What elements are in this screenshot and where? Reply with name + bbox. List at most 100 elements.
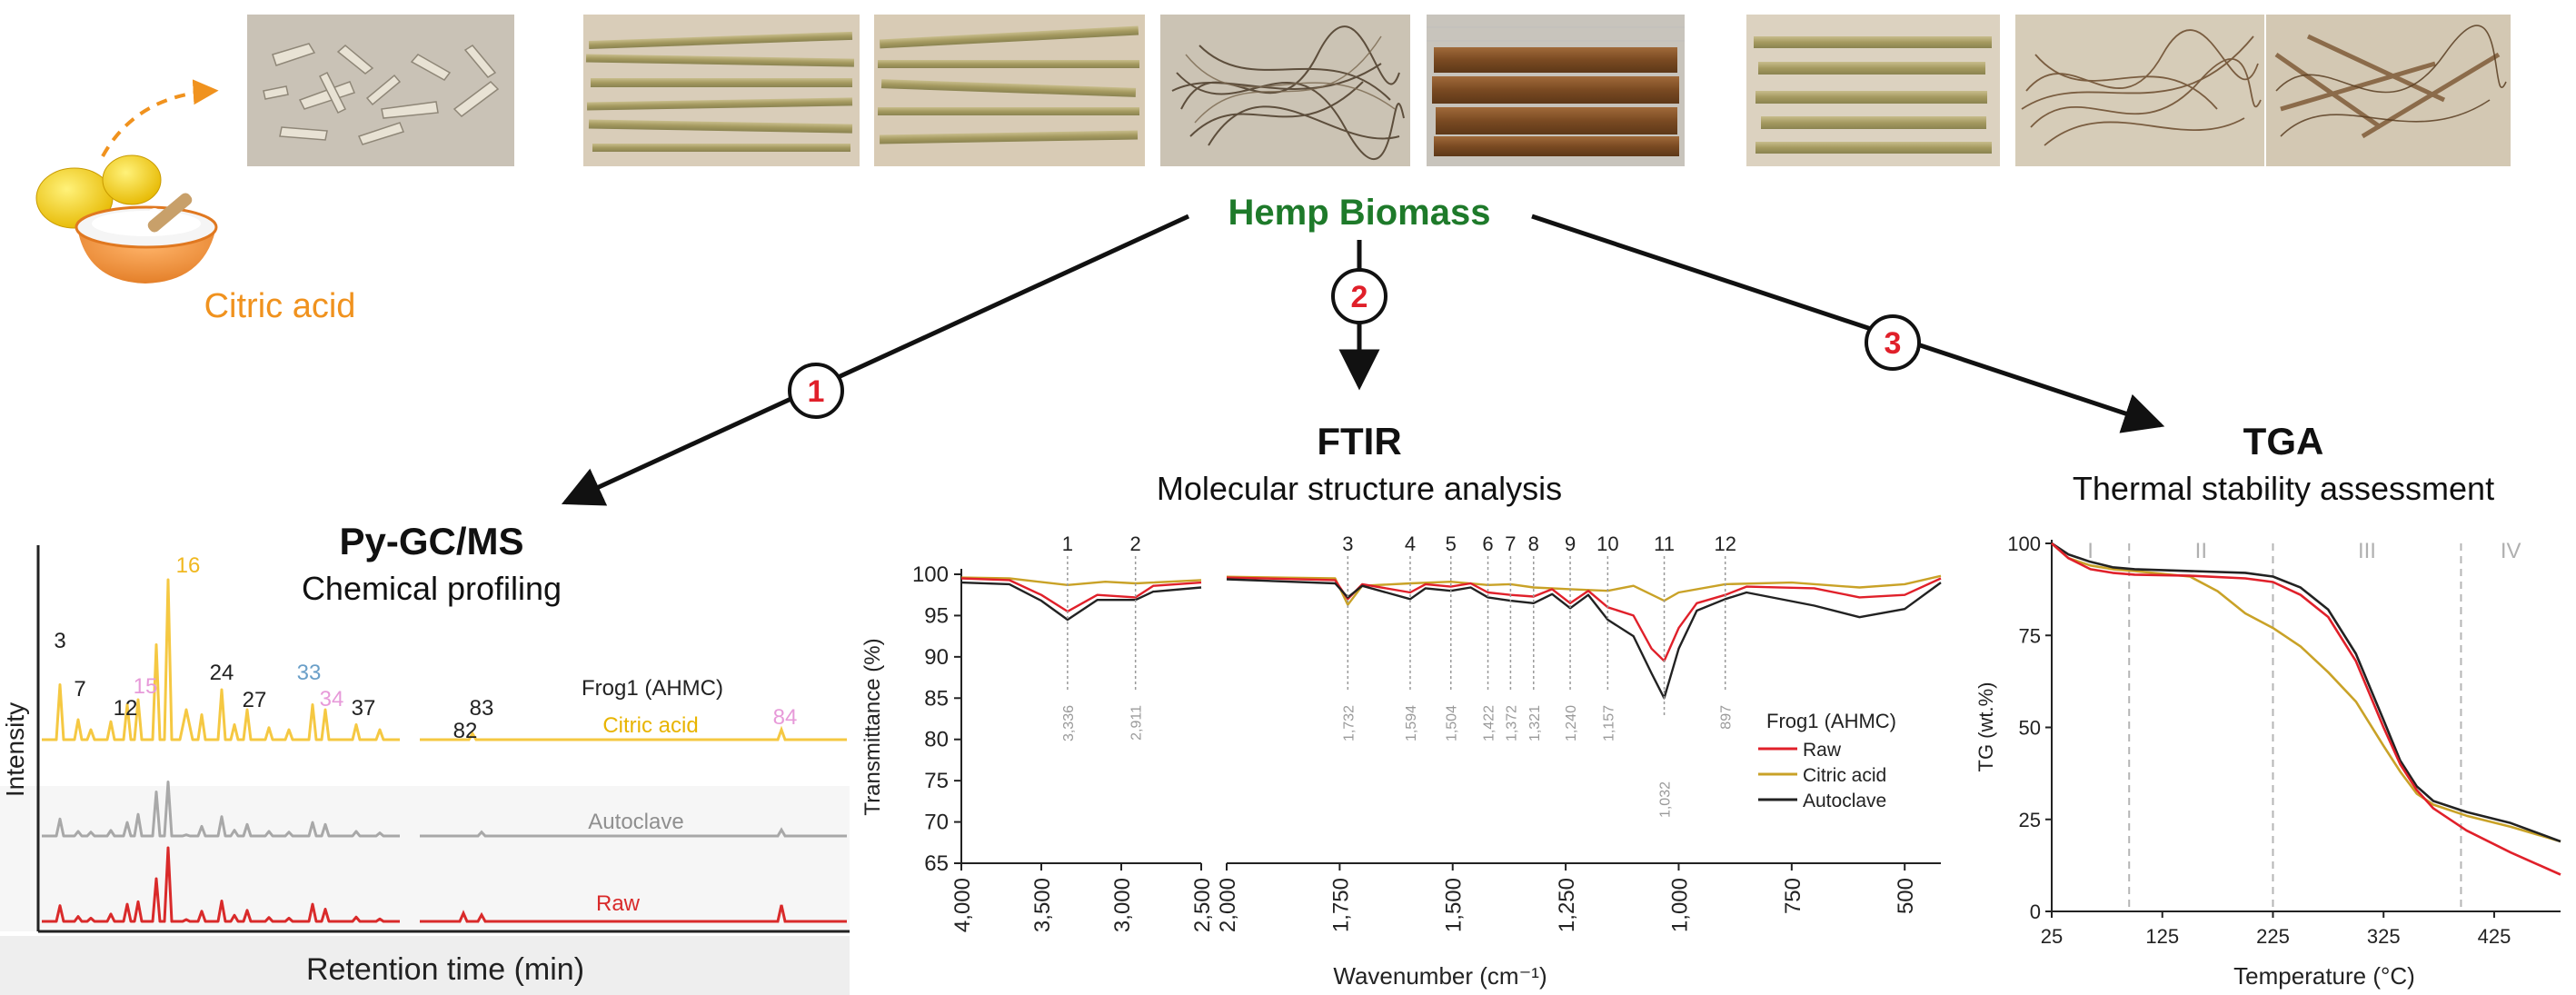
pygcms-peak-label: 7 [74, 677, 85, 701]
ftir-y-tick-label: 95 [924, 603, 949, 628]
pygcms-title: Py-GC/MS [339, 520, 523, 562]
tga-series-line-autoclave [2051, 542, 2561, 843]
photo-hemp-stalks-2 [874, 15, 1145, 166]
photo-hemp-split-stalks [1427, 15, 1685, 166]
ftir-legend-citric: Citric acid [1803, 765, 1886, 786]
ftir-band-number: 5 [1446, 532, 1457, 555]
ftir-y-tick-label: 80 [924, 728, 949, 752]
ftir-y-tick-label: 70 [924, 811, 949, 835]
pygcms-trace-raw [42, 846, 400, 923]
lemons-and-citric-acid-bowl-icon [35, 154, 218, 284]
step-number-1: 1 [808, 374, 825, 409]
ftir-x-tick-label: 1,750 [1328, 878, 1353, 932]
ftir-subtitle: Molecular structure analysis [1157, 470, 1562, 507]
pygcms-peak-label: 12 [114, 696, 138, 721]
pygcms-legend-title: Frog1 (AHMC) [582, 676, 723, 701]
photo-hemp-chips [247, 15, 514, 166]
step-number-3: 3 [1885, 326, 1902, 361]
tga-region-label: III [2358, 539, 2376, 563]
ftir-band-number: 7 [1505, 532, 1516, 555]
pygcms-trace-label-raw: Raw [596, 891, 641, 916]
tga-region-label: IV [2501, 539, 2521, 563]
step-circle-1: 1 [788, 363, 844, 419]
tga-x-tick-label: 425 [2478, 925, 2511, 948]
ftir-band-number: 6 [1482, 532, 1493, 555]
ftir-y-tick-label: 65 [924, 851, 949, 876]
photo-hemp-fiber-mixed [2266, 15, 2511, 166]
ftir-band-label: 897 [1719, 705, 1735, 730]
ftir-band-number: 1 [1062, 532, 1073, 555]
tga-region-label: II [2195, 539, 2207, 563]
ftir-band-label: 1,321 [1527, 705, 1543, 741]
ftir-band-number: 3 [1342, 532, 1353, 555]
step-circle-3: 3 [1865, 314, 1921, 371]
tga-x-tick-label: 25 [2041, 925, 2063, 948]
pygcms-peak-label: 37 [352, 696, 376, 721]
ftir-band-label: 1,032 [1658, 781, 1674, 818]
ftir-series-line-raw [1226, 576, 1942, 662]
ftir-x-tick-label: 1,250 [1555, 878, 1579, 932]
ftir-band-label: 2,911 [1129, 705, 1145, 741]
pygcms-peak-label: 27 [243, 688, 267, 712]
ftir-title: FTIR [1317, 420, 1401, 463]
hemp-biomass-title: Hemp Biomass [1228, 193, 1491, 233]
ftir-band-number: 11 [1654, 532, 1675, 555]
pygcms-trace-tail-raw [420, 904, 847, 923]
ftir-band-number: 9 [1565, 532, 1576, 555]
tga-y-tick-label: 100 [2007, 532, 2041, 555]
ftir-x-tick-label: 500 [1894, 878, 1918, 914]
tga-x-tick-label: 125 [2145, 925, 2179, 948]
ftir-y-label: Transmittance (%) [860, 638, 885, 815]
pygcms-peak-label: 15 [134, 674, 158, 699]
pygcms-peak-label: 3 [54, 629, 65, 653]
ftir-band-label: 1,732 [1341, 705, 1357, 741]
pygcms-peak-label: 33 [297, 661, 322, 685]
tga-y-label: TG (wt.%) [1974, 682, 1997, 772]
ftir-band-label: 1,504 [1445, 705, 1460, 741]
pygcms-x-label: Retention time (min) [306, 952, 584, 987]
tga-region-label: I [2087, 539, 2094, 563]
ftir-y-tick-label: 90 [924, 645, 949, 670]
ftir-series-line-citric-acid [960, 576, 1202, 586]
ftir-band-number: 8 [1528, 532, 1539, 555]
ftir-x-tick-label: 1,000 [1667, 878, 1692, 932]
pygcms-trace-citric-acid [42, 578, 400, 741]
tga-x-label: Temperature (°C) [2233, 962, 2415, 990]
ftir-band-number: 12 [1714, 532, 1736, 555]
pygcms-peak-label: 82 [453, 719, 478, 743]
ftir-series-line-autoclave [1226, 578, 1942, 700]
ftir-y-tick-label: 85 [924, 686, 949, 711]
ftir-legend: Frog1 (AHMC) Raw Citric acid Autoclave [1758, 710, 1896, 811]
tga-y-tick-label: 25 [2019, 809, 2041, 831]
pygcms-subtitle: Chemical profiling [302, 570, 562, 607]
pygcms-peak-label: 84 [773, 705, 798, 730]
tga-y-tick-label: 0 [2030, 900, 2041, 923]
ftir-band-number: 2 [1130, 532, 1141, 555]
ftir-series-line-raw [960, 577, 1202, 613]
tga-subtitle: Thermal stability assessment [2073, 470, 2494, 507]
ftir-x-tick-label: 2,000 [1216, 878, 1240, 932]
pygcms-trace-tail-citric-acid [420, 725, 847, 741]
photo-hemp-stalks-3 [1746, 15, 2000, 166]
photo-hemp-stalks-1 [583, 15, 860, 166]
ftir-y-tick-label: 100 [912, 562, 949, 587]
arrow-to-tga [1531, 214, 2165, 433]
photo-strip [247, 15, 2511, 166]
tga-series-line-citric-acid [2051, 542, 2561, 843]
pygcms-peak-label: 34 [320, 687, 344, 711]
pygcms-chromatogram: Intensity Retention time (min) Frog1 (AH… [0, 545, 850, 995]
ftir-legend-title: Frog1 (AHMC) [1766, 710, 1896, 732]
tga-x-tick-label: 225 [2256, 925, 2290, 948]
step-number-2: 2 [1351, 280, 1368, 314]
tga-x-tick-label: 325 [2367, 925, 2401, 948]
ftir-band-number: 4 [1405, 532, 1416, 555]
ftir-y-tick-label: 75 [924, 769, 949, 793]
ftir-band-label: 1,157 [1601, 705, 1616, 741]
pygcms-trace-tail-autoclave [420, 827, 847, 838]
ftir-band-number: 10 [1596, 532, 1618, 555]
pygcms-peak-label: 16 [176, 553, 201, 578]
pygcms-trace-label-citric: Citric acid [602, 713, 698, 738]
